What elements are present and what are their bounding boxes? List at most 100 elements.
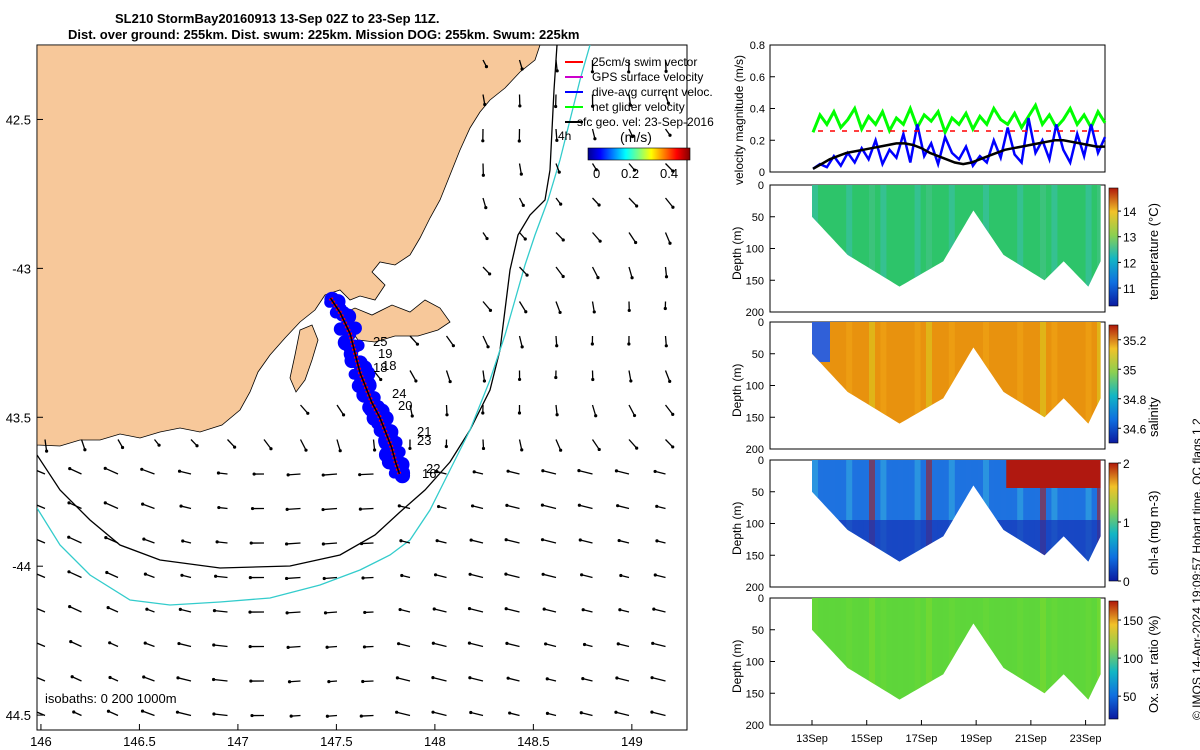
velocity-arrowhead bbox=[287, 680, 292, 684]
velocity-arrowhead bbox=[33, 709, 36, 712]
velocity-arrowhead bbox=[561, 274, 565, 279]
velocity-arrow bbox=[399, 505, 411, 510]
velocity-arrowhead bbox=[488, 308, 493, 312]
velocity-arrow bbox=[433, 642, 447, 648]
track-day-label: 25 bbox=[373, 334, 387, 349]
velocity-arrowhead bbox=[372, 448, 377, 452]
velocity-arrowhead bbox=[467, 607, 472, 611]
velocity-arrow bbox=[469, 573, 484, 579]
velocity-arrow bbox=[80, 439, 86, 450]
velocity-arrowhead bbox=[410, 414, 414, 418]
colorbar-tick: 150 bbox=[1123, 614, 1143, 628]
velocity-arrowhead bbox=[469, 538, 473, 542]
velocity-arrowhead bbox=[195, 444, 199, 448]
velocity-arrow bbox=[142, 503, 155, 510]
depth-tick: 100 bbox=[746, 519, 764, 531]
velocity-arrow bbox=[362, 680, 374, 683]
map-ytick-label: 44.5 bbox=[6, 708, 31, 723]
velocity-arrowhead bbox=[304, 448, 308, 452]
section-stripe bbox=[1074, 185, 1081, 287]
velocity-arrowhead bbox=[105, 570, 109, 575]
velocity-arrow bbox=[469, 677, 484, 682]
velocity-arrow bbox=[37, 504, 46, 510]
velocity-arrow bbox=[372, 439, 376, 451]
velocity-arrow bbox=[105, 537, 119, 544]
velocity-arrow bbox=[628, 404, 636, 416]
velocity-arrow bbox=[482, 197, 487, 208]
section-stripe bbox=[846, 460, 853, 562]
velocity-arrowhead bbox=[482, 379, 487, 383]
section-stripe bbox=[937, 322, 944, 424]
velocity-arrow bbox=[142, 710, 155, 717]
velocity-arrow bbox=[665, 163, 674, 172]
velocity-arrowhead bbox=[651, 641, 655, 645]
velocity-arrow bbox=[471, 539, 484, 544]
velocity-arrowhead bbox=[541, 572, 545, 576]
velocity-arrow bbox=[555, 59, 558, 71]
velocity-arrowhead bbox=[555, 344, 559, 348]
velocity-arrow bbox=[555, 266, 564, 277]
velocity-arrow bbox=[289, 680, 301, 683]
velocity-arrow bbox=[555, 439, 562, 451]
velocity-arrowhead bbox=[34, 468, 37, 471]
section-stripe bbox=[1097, 598, 1101, 700]
velocity-arrow bbox=[651, 711, 666, 717]
velocity-arrow bbox=[482, 370, 486, 382]
velocity-arrow bbox=[68, 571, 82, 579]
velocity-arrow bbox=[434, 608, 447, 613]
velocity-arrow bbox=[628, 94, 632, 106]
velocity-arrow bbox=[655, 574, 666, 579]
map-ytick-label: -43 bbox=[12, 261, 31, 276]
track-day-label: 16 bbox=[422, 466, 436, 481]
velocity-arrow bbox=[213, 678, 228, 682]
velocity-arrowhead bbox=[103, 466, 107, 470]
velocity-arrowhead bbox=[582, 642, 587, 647]
velocity-arrow bbox=[399, 608, 411, 613]
velocity-arrowhead bbox=[306, 411, 310, 415]
velocity-arrowhead bbox=[525, 273, 529, 277]
map-ytick-label: 43.5 bbox=[6, 410, 31, 425]
velocity-arrowhead bbox=[504, 572, 508, 576]
section-stripe bbox=[948, 322, 955, 424]
depth-ylabel: Depth (m) bbox=[730, 364, 744, 417]
velocity-arrow bbox=[592, 232, 601, 242]
velocity-arrow bbox=[445, 370, 451, 382]
section-stripe bbox=[903, 460, 910, 562]
velocity-arrow bbox=[664, 232, 671, 244]
velocity-arrowhead bbox=[325, 645, 329, 649]
velocity-arrowhead bbox=[578, 538, 582, 542]
velocity-arrowhead bbox=[615, 676, 619, 680]
velocity-arrowhead bbox=[157, 443, 161, 447]
velocity-arrow bbox=[544, 608, 557, 613]
velocity-arrowhead bbox=[104, 535, 108, 540]
velocity-arrowhead bbox=[400, 573, 404, 578]
velocity-arrowhead bbox=[520, 345, 524, 349]
velocity-arrowhead bbox=[379, 377, 383, 382]
velocity-arrowhead bbox=[481, 446, 486, 451]
velocity-arrowhead bbox=[68, 467, 72, 471]
colorbar-label: temperature (°C) bbox=[1146, 203, 1161, 300]
velocity-arrowhead bbox=[541, 469, 545, 473]
velocity-arrowhead bbox=[521, 203, 525, 207]
section-stripe bbox=[1085, 185, 1092, 287]
velocity-arrowhead bbox=[594, 168, 598, 172]
velocity-arrow bbox=[327, 645, 338, 648]
velocity-arrow bbox=[361, 714, 374, 717]
velocity-arrow bbox=[591, 439, 600, 450]
section-stripe bbox=[880, 185, 887, 287]
velocity-arrow bbox=[288, 473, 301, 476]
track-day-label: 21 bbox=[417, 424, 431, 439]
section-stripe bbox=[1051, 460, 1058, 562]
velocity-arrowhead bbox=[67, 535, 71, 539]
surface-velocity-field bbox=[33, 59, 675, 718]
velocity-arrow bbox=[445, 335, 454, 347]
velocity-arrowhead bbox=[120, 445, 125, 450]
velocity-arrow bbox=[482, 335, 489, 348]
velocity-arrowhead bbox=[286, 473, 290, 477]
depth-tick: 100 bbox=[746, 244, 764, 256]
velocity-arrowhead bbox=[614, 710, 618, 714]
velocity-arrowhead bbox=[655, 539, 659, 543]
section-stripe bbox=[1097, 322, 1101, 424]
velocity-arrow bbox=[432, 677, 447, 682]
section-stripe bbox=[903, 322, 910, 424]
